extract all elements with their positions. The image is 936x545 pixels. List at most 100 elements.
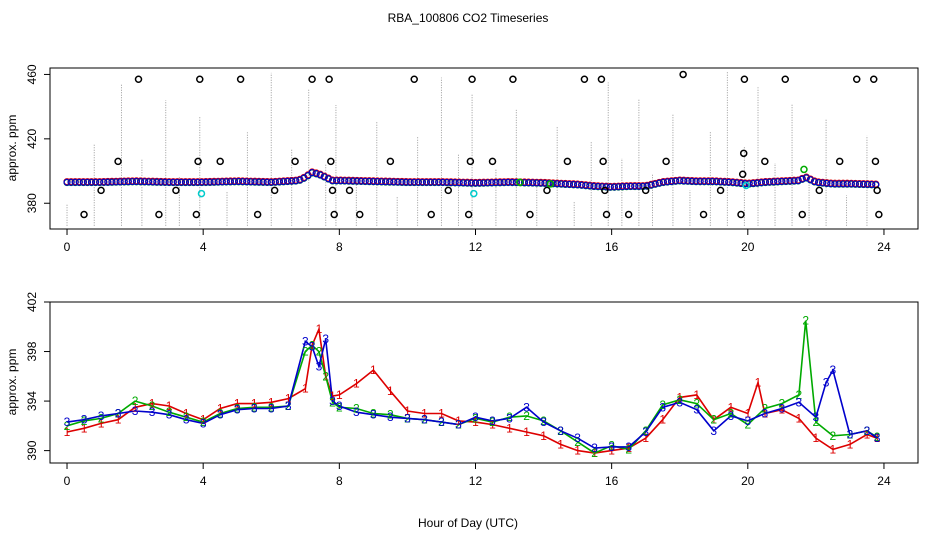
baseline-marker-blue <box>594 182 602 191</box>
baseline-marker-blue <box>610 183 618 191</box>
series-marker-1: 1 <box>796 411 803 425</box>
series-marker-2: 2 <box>574 435 581 449</box>
bottom-x-tick-label: 4 <box>200 474 207 488</box>
series-marker-2: 2 <box>183 410 190 424</box>
series-marker-2: 2 <box>200 415 207 429</box>
baseline-marker-blue <box>275 178 284 186</box>
marker-black_raw_outliers <box>345 186 354 195</box>
baseline-marker-blue <box>214 178 222 186</box>
series-marker-3: 3 <box>353 405 360 419</box>
baseline-marker-blue <box>373 178 382 186</box>
series-marker-2: 2 <box>302 345 309 359</box>
series-marker-3: 3 <box>81 413 88 427</box>
series-marker-1: 1 <box>642 431 649 445</box>
series-marker-1: 1 <box>864 428 871 442</box>
marker-black_raw_outliers <box>114 157 122 166</box>
baseline-marker-blue <box>504 178 512 186</box>
series-marker-3: 3 <box>183 413 190 427</box>
marker-black_raw_outliers <box>196 75 204 84</box>
baseline-marker-blue <box>508 178 516 186</box>
baseline-marker-blue <box>467 179 476 187</box>
baseline-marker-blue <box>606 183 614 191</box>
series-marker-2: 2 <box>659 398 666 412</box>
marker-black_raw_outliers <box>679 70 687 79</box>
marker-black_raw_outliers <box>781 75 789 84</box>
baseline-marker-blue <box>561 180 569 188</box>
marker-black_raw_outliers <box>192 210 201 219</box>
series-marker-1: 1 <box>874 431 881 445</box>
baseline-marker-blue <box>418 178 426 186</box>
baseline-marker-blue <box>524 179 533 187</box>
baseline-marker-blue <box>533 179 541 187</box>
baseline-marker-blue <box>202 178 210 186</box>
series-line-3 <box>66 339 878 449</box>
series-marker-2: 2 <box>455 418 462 432</box>
series-marker-2: 2 <box>316 345 323 359</box>
series-marker-1: 1 <box>183 406 190 420</box>
series-marker-2: 2 <box>864 424 871 438</box>
series-marker-2: 2 <box>98 411 105 425</box>
baseline-marker-blue <box>712 178 721 186</box>
baseline-marker-blue <box>435 178 443 186</box>
series-marker-3: 3 <box>823 376 830 390</box>
series-marker-3: 3 <box>625 440 632 454</box>
baseline-marker-blue <box>574 181 582 189</box>
baseline-marker-blue <box>439 178 447 186</box>
baseline-marker-blue <box>655 179 663 187</box>
baseline-marker-blue <box>864 180 872 189</box>
baseline-marker-blue <box>765 178 774 186</box>
chart-title: RBA_100806 CO2 Timeseries <box>388 11 549 25</box>
baseline-marker-blue <box>806 176 815 184</box>
baseline-marker-blue <box>337 177 345 185</box>
baseline-marker-blue <box>402 178 410 186</box>
baseline-marker-blue <box>537 179 545 187</box>
bottom-x-tick-label: 20 <box>741 474 755 488</box>
baseline-marker-blue <box>406 178 414 186</box>
series-marker-3: 3 <box>608 440 615 454</box>
baseline-marker-blue <box>308 169 316 177</box>
bottom-plot-frame <box>49 301 919 464</box>
baseline-marker-blue <box>859 180 868 188</box>
series-marker-2: 2 <box>744 418 751 432</box>
series-marker-3: 3 <box>115 406 122 420</box>
baseline-marker-blue <box>847 180 855 188</box>
baseline-marker-blue <box>169 178 177 186</box>
series-marker-1: 1 <box>217 402 224 416</box>
baseline-marker-blue <box>627 182 635 190</box>
baseline-marker-blue <box>116 178 124 186</box>
series-marker-1: 1 <box>302 382 309 396</box>
series-marker-3: 3 <box>796 395 803 409</box>
baseline-marker-blue <box>263 178 271 186</box>
series-marker-3: 3 <box>523 400 530 414</box>
series-marker-1: 1 <box>200 413 207 427</box>
marker-black_raw_outliers <box>466 157 475 166</box>
series-marker-1: 1 <box>387 384 394 398</box>
baseline-marker-blue <box>557 180 565 188</box>
series-marker-1: 1 <box>149 397 156 411</box>
marker-black_raw_outliers <box>815 186 824 195</box>
marker-cyan_low_points <box>197 189 206 198</box>
series-marker-1: 1 <box>693 388 700 402</box>
baseline-marker-blue <box>798 175 806 183</box>
series-marker-3: 3 <box>329 394 336 408</box>
baseline-marker-blue <box>422 178 431 186</box>
marker-black_raw_outliers <box>875 210 883 219</box>
series-marker-3: 3 <box>778 402 785 416</box>
baseline-marker-blue <box>185 178 194 186</box>
baseline-marker-blue <box>843 180 851 188</box>
series-marker-3: 3 <box>591 441 598 455</box>
baseline-marker-blue <box>484 179 492 187</box>
baseline-marker-blue <box>455 179 463 187</box>
baseline-marker-blue <box>173 178 181 186</box>
baseline-marker-blue <box>251 178 259 186</box>
baseline-marker-blue <box>643 182 651 190</box>
top-x-tick-label: 12 <box>469 240 483 254</box>
top-spike-lines <box>66 71 868 226</box>
series-marker-3: 3 <box>744 414 751 428</box>
series-marker-2: 2 <box>506 410 513 424</box>
marker-black_raw_outliers <box>798 210 807 219</box>
baseline-marker-blue <box>488 179 496 187</box>
baseline-marker-blue <box>377 178 386 186</box>
